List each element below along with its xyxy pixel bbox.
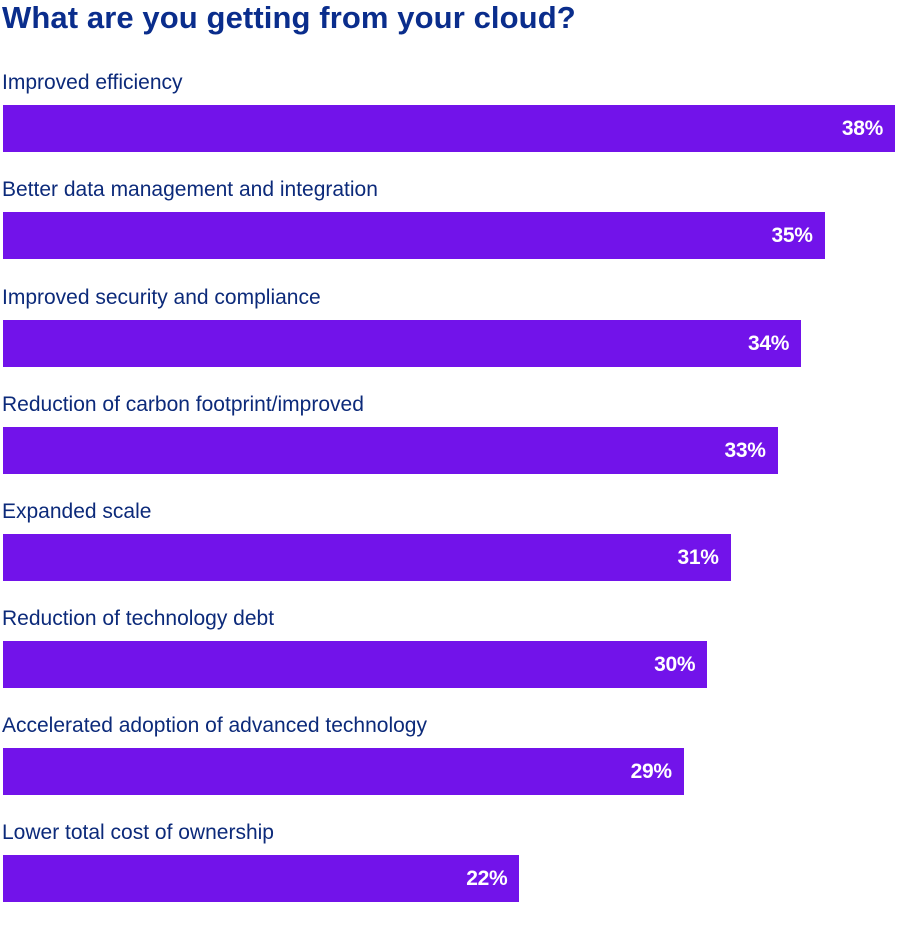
bar-label: Improved security and compliance <box>2 286 321 309</box>
bar-value: 22% <box>466 867 508 890</box>
bar-row-better-data-management: Better data management and integration 3… <box>0 177 900 284</box>
bar-row-improved-efficiency: Improved efficiency 38% <box>0 70 900 177</box>
bar-row-total-cost-of-ownership: Lower total cost of ownership 22% <box>0 820 900 927</box>
bar-row-improved-security: Improved security and compliance 34% <box>0 285 900 392</box>
bar: 22% <box>3 855 520 902</box>
bar-value: 34% <box>747 332 790 355</box>
bar-value: 33% <box>724 439 766 462</box>
bar: 30% <box>3 641 708 688</box>
bar-row-expanded-scale: Expanded scale 31% <box>0 499 900 606</box>
bar-value: 31% <box>677 546 719 569</box>
bar-row-carbon-footprint: Reduction of carbon footprint/improved 3… <box>0 392 900 499</box>
bar: 35% <box>3 212 825 259</box>
bar-label: Reduction of technology debt <box>2 607 275 630</box>
bar: 31% <box>3 534 731 581</box>
bar-row-advanced-technology: Accelerated adoption of advanced technol… <box>0 713 900 820</box>
bar-value: 30% <box>654 653 696 676</box>
bar-label: Improved efficiency <box>2 71 183 94</box>
bar: 33% <box>3 427 778 474</box>
bar: 38% <box>3 105 895 152</box>
bar-label: Expanded scale <box>2 500 152 523</box>
bar-label: Reduction of carbon footprint/improved <box>2 393 364 416</box>
bar-value: 35% <box>771 224 813 247</box>
bar-label: Lower total cost of ownership <box>2 821 274 844</box>
bar: 34% <box>3 320 802 367</box>
bar-label: Accelerated adoption of advanced technol… <box>2 714 427 737</box>
bar: 29% <box>3 748 684 795</box>
bar-label: Better data management and integration <box>2 178 378 201</box>
bar-value: 38% <box>841 117 883 140</box>
chart-title: What are you getting from your cloud? <box>2 0 576 35</box>
bar-row-technology-debt: Reduction of technology debt 30% <box>0 606 900 713</box>
bar-value: 29% <box>630 760 672 783</box>
